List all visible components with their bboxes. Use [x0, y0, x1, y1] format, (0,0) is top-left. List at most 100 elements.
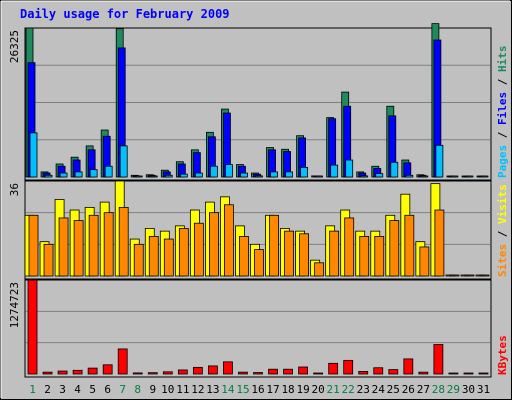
bar-visitors-sites-day-3 [58, 217, 69, 277]
bar-visitors-sites-day-16 [254, 249, 264, 277]
bar-kbytes-kbytes-day-17 [268, 368, 278, 375]
bar-visitors-sites-day-20 [314, 262, 325, 277]
x-tick-label-day-20: 20 [312, 383, 325, 396]
x-tick-label-day-13: 13 [206, 383, 219, 396]
bar-kbytes-kbytes-day-16 [253, 372, 263, 375]
bar-visitors-sites-day-23 [359, 236, 370, 277]
x-tick-label-day-18: 18 [281, 383, 294, 396]
bar-visitors-sites-day-31 [479, 274, 490, 277]
bar-kbytes-kbytes-day-14 [223, 361, 233, 375]
legend-entry: Visits [496, 184, 509, 224]
bar-kbytes-kbytes-day-5 [87, 367, 98, 375]
x-tick-label-day-10: 10 [161, 383, 174, 396]
bar-traffic-pages-day-6 [104, 165, 113, 178]
x-tick-label-day-2: 2 [44, 383, 51, 396]
panel-kbytes-legend: KBytes [496, 335, 509, 375]
bar-visitors-sites-day-4 [73, 220, 84, 277]
bar-traffic-pages-day-1 [29, 132, 38, 178]
bar-traffic-pages-day-18 [285, 171, 293, 178]
bar-kbytes-kbytes-day-25 [388, 369, 399, 375]
bar-traffic-pages-day-9 [149, 175, 158, 178]
bar-visitors-sites-day-21 [329, 230, 340, 277]
bar-traffic-pages-day-3 [59, 172, 68, 178]
x-tick-label-day-31: 31 [477, 383, 490, 396]
bar-traffic-pages-day-20 [315, 175, 324, 178]
bar-kbytes-kbytes-day-22 [343, 359, 354, 375]
legend-entry: Pages [496, 145, 509, 178]
bar-visitors-sites-day-15 [239, 236, 249, 277]
bar-traffic-pages-day-19 [300, 166, 308, 178]
bar-visitors-sites-day-19 [299, 233, 309, 277]
bar-kbytes-kbytes-day-29 [448, 372, 459, 375]
bar-traffic-pages-day-11 [179, 173, 188, 178]
x-tick-label-day-14: 14 [221, 383, 235, 396]
x-tick-label-day-17: 17 [266, 383, 279, 396]
bar-traffic-pages-day-14 [225, 164, 233, 178]
bar-traffic-pages-day-24 [375, 173, 384, 178]
bar-kbytes-kbytes-day-19 [298, 366, 308, 375]
bar-visitors-sites-day-7 [118, 206, 129, 277]
x-tick-label-day-7: 7 [119, 383, 126, 396]
bar-traffic-pages-day-8 [134, 175, 143, 178]
bar-kbytes-kbytes-day-2 [42, 371, 53, 375]
x-tick-label-day-25: 25 [387, 383, 400, 396]
panel-kbytes-frame [24, 279, 492, 378]
bar-traffic-pages-day-27 [420, 175, 429, 178]
bar-traffic-pages-day-25 [390, 161, 399, 178]
bar-visitors-sites-day-30 [464, 274, 475, 277]
bar-visitors-sites-day-8 [133, 243, 144, 277]
bar-kbytes-kbytes-day-18 [283, 368, 293, 375]
bar-kbytes-kbytes-day-4 [72, 369, 83, 375]
bar-traffic-pages-day-5 [89, 169, 98, 178]
bar-traffic-files-day-26 [403, 162, 412, 178]
x-tick-label-day-23: 23 [357, 383, 370, 396]
panel-traffic-ymax-label: 26325 [8, 30, 21, 63]
bar-traffic-pages-day-4 [74, 171, 83, 178]
bar-kbytes-kbytes-day-7 [117, 348, 128, 375]
bar-visitors-sites-day-10 [163, 238, 174, 277]
x-tick-label-day-16: 16 [251, 383, 264, 396]
bar-visitors-sites-day-22 [344, 217, 355, 277]
x-tick-label-day-27: 27 [417, 383, 430, 396]
bar-visitors-sites-day-9 [148, 236, 159, 277]
x-tick-label-day-12: 12 [191, 383, 204, 396]
x-tick-label-day-8: 8 [134, 383, 141, 396]
bar-kbytes-kbytes-day-27 [418, 371, 429, 375]
bar-visitors-sites-day-2 [43, 243, 54, 277]
bar-kbytes-kbytes-day-31 [478, 372, 489, 375]
x-tick-label-day-1: 1 [29, 383, 36, 396]
bar-visitors-sites-day-26 [404, 214, 415, 277]
x-tick-label-day-11: 11 [176, 383, 189, 396]
bar-visitors-sites-day-27 [419, 246, 430, 277]
bar-traffic-pages-day-21 [330, 164, 339, 178]
bar-kbytes-kbytes-day-12 [192, 366, 203, 375]
panel-traffic-legend: Pages / Files / Hits [496, 46, 509, 179]
bar-kbytes-kbytes-day-24 [373, 367, 384, 375]
legend-entry: Sites [496, 244, 509, 277]
bar-visitors-sites-day-28 [434, 209, 445, 277]
bar-kbytes-kbytes-day-9 [147, 372, 158, 375]
panel-visitors-ymax-label: 36 [8, 183, 21, 196]
bar-traffic-pages-day-7 [119, 145, 128, 178]
bar-traffic-pages-day-12 [194, 172, 203, 178]
panel-kbytes-ymax-label: 1274723 [8, 282, 21, 328]
x-tick-label-day-24: 24 [372, 383, 386, 396]
x-tick-label-day-15: 15 [236, 383, 249, 396]
bar-visitors-sites-day-1 [28, 214, 39, 277]
bar-traffic-pages-day-29 [450, 175, 459, 178]
bar-kbytes-kbytes-day-1 [27, 279, 38, 375]
x-tick-label-day-6: 6 [104, 383, 111, 396]
bar-traffic-pages-day-26 [405, 174, 414, 178]
bar-traffic-pages-day-30 [465, 175, 474, 178]
bar-kbytes-kbytes-day-10 [162, 371, 173, 375]
x-tick-label-day-29: 29 [447, 383, 460, 396]
bar-traffic-pages-day-13 [210, 165, 218, 178]
bar-kbytes-kbytes-day-30 [463, 372, 474, 375]
bar-traffic-pages-day-23 [360, 175, 369, 178]
x-tick-label-day-28: 28 [432, 383, 445, 396]
bar-kbytes-kbytes-day-8 [132, 372, 143, 375]
bar-kbytes-kbytes-day-28 [433, 344, 444, 375]
bar-visitors-sites-day-18 [284, 230, 294, 277]
